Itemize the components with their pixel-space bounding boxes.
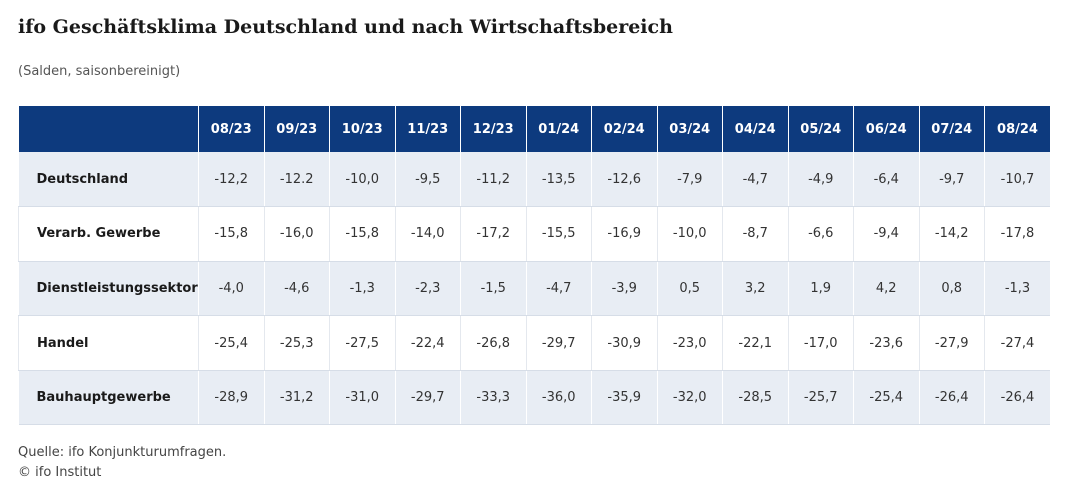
table-cell: -2,3 <box>394 261 461 317</box>
table-cell: -33,3 <box>460 370 526 426</box>
row-label: Verarb. Gewerbe <box>18 206 199 262</box>
table-cell: -8,7 <box>722 206 788 262</box>
table-cell: -6,6 <box>787 206 854 262</box>
table-cell: -25,7 <box>787 370 854 426</box>
table-cell: -13,5 <box>525 152 592 208</box>
table-cell: -11,2 <box>460 152 526 208</box>
table-cell: -31,2 <box>263 370 330 426</box>
table-cell: -17,8 <box>984 206 1050 262</box>
table-cell: -16,0 <box>263 206 330 262</box>
table-cell: -27,4 <box>984 315 1050 371</box>
source-note: Quelle: ifo Konjunkturumfragen. <box>18 445 227 460</box>
table-cell: -27,5 <box>329 315 395 371</box>
table-cell: -15,8 <box>329 206 395 262</box>
table-cell: -1,3 <box>984 261 1050 317</box>
table-row: Deutschland -12,2 -12.2 -10,0 -9,5 -11,2 -13,5… <box>18 152 1050 208</box>
table-cell: -4,9 <box>787 152 854 208</box>
table-cell: -12.2 <box>263 152 330 208</box>
column-header: 10/23 <box>329 106 395 152</box>
table-cell: -17,0 <box>787 315 854 371</box>
table-cell: -22,4 <box>394 315 461 371</box>
table-cell: -32,0 <box>656 370 723 426</box>
table-cell: -1,5 <box>460 261 526 317</box>
column-header: 08/24 <box>984 106 1050 152</box>
table-cell: -12,6 <box>591 152 657 208</box>
column-header: 09/23 <box>263 106 330 152</box>
table-cell: -22,1 <box>722 315 788 371</box>
row-label: Handel <box>18 315 199 371</box>
table-cell: -23,0 <box>656 315 723 371</box>
column-header: 12/23 <box>460 106 526 152</box>
table-cell: 4,2 <box>853 261 919 317</box>
table-cell: -27,9 <box>918 315 985 371</box>
table-cell: -17,2 <box>460 206 526 262</box>
table-cell: -25,4 <box>198 315 264 371</box>
column-header: 03/24 <box>656 106 723 152</box>
header-row: 08/23 09/23 10/23 11/23 12/23 01/24 02/24 03/24… <box>18 106 1050 152</box>
table-cell: -1,3 <box>329 261 395 317</box>
header-corner <box>18 106 199 152</box>
data-table: 08/23 09/23 10/23 11/23 12/23 01/24 02/24 03/24… <box>18 106 1050 426</box>
row-label: Bauhauptgewerbe <box>18 370 199 426</box>
table-cell: -6,4 <box>853 152 919 208</box>
table-cell: -10,0 <box>329 152 395 208</box>
table-cell: -29,7 <box>394 370 461 426</box>
table-cell: -14,2 <box>918 206 985 262</box>
table-cell: -15,8 <box>198 206 264 262</box>
chart-subtitle: (Salden, saisonbereinigt) <box>18 64 181 79</box>
table-cell: 3,2 <box>722 261 788 317</box>
table-cell: -23,6 <box>853 315 919 371</box>
table-cell: -36,0 <box>525 370 592 426</box>
column-header: 08/23 <box>198 106 264 152</box>
column-header: 05/24 <box>787 106 854 152</box>
table-cell: -10,0 <box>656 206 723 262</box>
column-header: 02/24 <box>591 106 657 152</box>
table-body: Deutschland -12,2 -12.2 -10,0 -9,5 -11,2 -13,5… <box>18 152 1050 426</box>
table-cell: -28,9 <box>198 370 264 426</box>
table-row: Dienstleistungssektor -4,0 -4,6 -1,3 -2,3 -1,… <box>18 261 1050 317</box>
table-row: Handel -25,4 -25,3 -27,5 -22,4 -26,8 -29,7 -30,… <box>18 315 1050 371</box>
table-cell: 0,8 <box>918 261 985 317</box>
table-cell: -25,3 <box>263 315 330 371</box>
table-cell: -26,4 <box>984 370 1050 426</box>
table-cell: -9,4 <box>853 206 919 262</box>
table-cell: -29,7 <box>525 315 592 371</box>
column-header: 04/24 <box>722 106 788 152</box>
table-cell: -25,4 <box>853 370 919 426</box>
table-cell: -4,7 <box>525 261 592 317</box>
table-row: Verarb. Gewerbe -15,8 -16,0 -15,8 -14,0 -17,2… <box>18 206 1050 262</box>
table-cell: -26,8 <box>460 315 526 371</box>
table-cell: -15,5 <box>525 206 592 262</box>
table-cell: -31,0 <box>329 370 395 426</box>
table-cell: 0,5 <box>656 261 723 317</box>
column-header: 11/23 <box>394 106 461 152</box>
table-cell: -35,9 <box>591 370 657 426</box>
table-cell: -3,9 <box>591 261 657 317</box>
table-cell: -12,2 <box>198 152 264 208</box>
table-cell: -28,5 <box>722 370 788 426</box>
table-cell: 1,9 <box>787 261 854 317</box>
table-cell: -4,0 <box>198 261 264 317</box>
table-cell: -9,5 <box>394 152 461 208</box>
row-label: Dienstleistungssektor <box>18 261 199 317</box>
table-cell: -4,7 <box>722 152 788 208</box>
table-cell: -7,9 <box>656 152 723 208</box>
column-header: 07/24 <box>918 106 985 152</box>
table-cell: -14,0 <box>394 206 461 262</box>
table-cell: -9,7 <box>918 152 985 208</box>
table-cell: -4,6 <box>263 261 330 317</box>
column-header: 01/24 <box>525 106 592 152</box>
table-cell: -26,4 <box>918 370 985 426</box>
table-row: Bauhauptgewerbe -28,9 -31,2 -31,0 -29,7 -33,3… <box>18 370 1050 426</box>
table-cell: -10,7 <box>984 152 1050 208</box>
table-cell: -30,9 <box>591 315 657 371</box>
copyright-note: © ifo Institut <box>18 465 102 480</box>
row-label: Deutschland <box>18 152 199 208</box>
table-cell: -16,9 <box>591 206 657 262</box>
chart-title: ifo Geschäftsklima Deutschland und nach … <box>18 16 673 38</box>
column-header: 06/24 <box>853 106 919 152</box>
